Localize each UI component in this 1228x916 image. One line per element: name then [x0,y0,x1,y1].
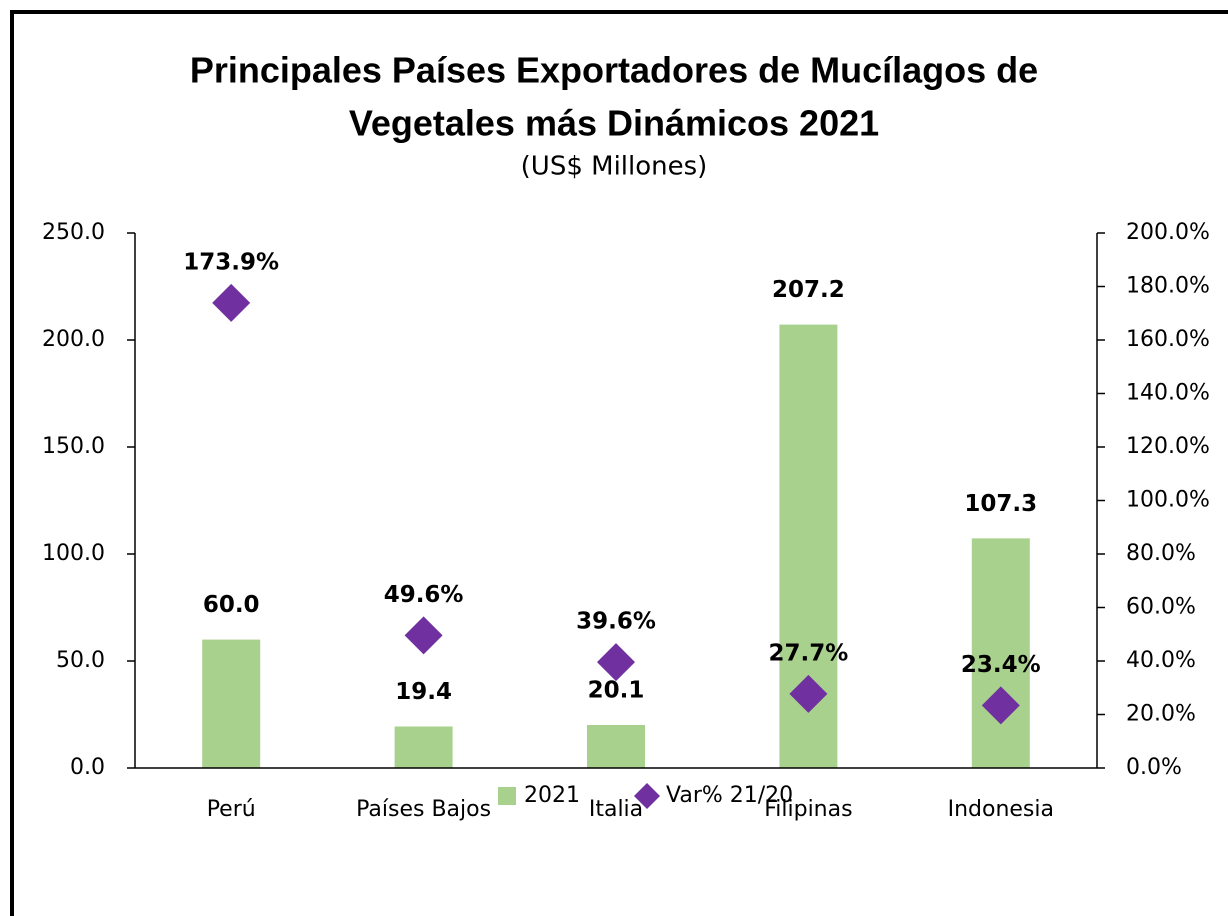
x-tick-label: Perú [207,797,256,822]
legend-swatch [498,787,516,805]
y2-tick-label: 100.0% [1126,488,1210,513]
data-label: 23.4% [961,652,1041,678]
marker [597,643,635,682]
y2-tick-label: 20.0% [1126,702,1196,727]
chart-subtitle: (US$ Millones) [521,152,708,182]
y2-tick-label: 200.0% [1126,220,1210,245]
marker [789,674,828,713]
frame [10,10,1228,916]
data-label: 173.9% [183,249,279,275]
legend-swatch [634,783,660,809]
y2-tick-label: 120.0% [1126,434,1210,459]
bar [587,724,645,768]
data-label: 19.4 [395,679,452,705]
y2-tick-label: 80.0% [1126,541,1196,566]
data-label: 20.1 [588,677,645,703]
chart-title: Principales Países Exportadores de Mucíl… [190,50,1038,91]
chart-title: Vegetales más Dinámicos 2021 [349,103,879,144]
y-tick-label: 50.0 [56,648,105,673]
legend-label: 2021 [524,783,580,808]
marker [404,616,443,655]
bar [202,639,261,768]
y-tick-label: 0.0 [70,755,105,780]
x-tick-label: Filipinas [764,797,852,822]
y2-tick-label: 160.0% [1126,327,1210,352]
y2-tick-label: 140.0% [1126,381,1210,406]
data-label: 49.6% [384,582,464,608]
y-tick-label: 100.0 [42,541,105,566]
data-label: 207.2 [772,277,845,303]
bar [394,726,453,768]
y2-tick-label: 180.0% [1126,274,1210,299]
bar [971,538,1030,768]
x-tick-label: Países Bajos [356,797,491,822]
y-tick-label: 200.0 [42,327,105,352]
x-tick-label: Indonesia [948,797,1054,822]
x-tick-label: Italia [589,797,643,822]
marker [981,686,1020,725]
marker [212,283,251,322]
data-label: 27.7% [769,640,849,666]
y2-tick-label: 40.0% [1126,648,1196,673]
legend-label: Var% 21/20 [666,783,793,808]
data-label: 107.3 [964,491,1037,517]
y-tick-label: 250.0 [42,220,105,245]
data-label: 60.0 [203,592,260,618]
data-label: 39.6% [576,609,656,635]
y2-tick-label: 0.0% [1126,755,1182,780]
y-tick-label: 150.0 [42,434,105,459]
y2-tick-label: 60.0% [1126,595,1196,620]
